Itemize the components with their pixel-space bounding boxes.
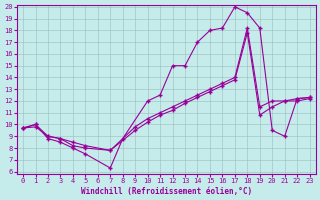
X-axis label: Windchill (Refroidissement éolien,°C): Windchill (Refroidissement éolien,°C) [81, 187, 252, 196]
